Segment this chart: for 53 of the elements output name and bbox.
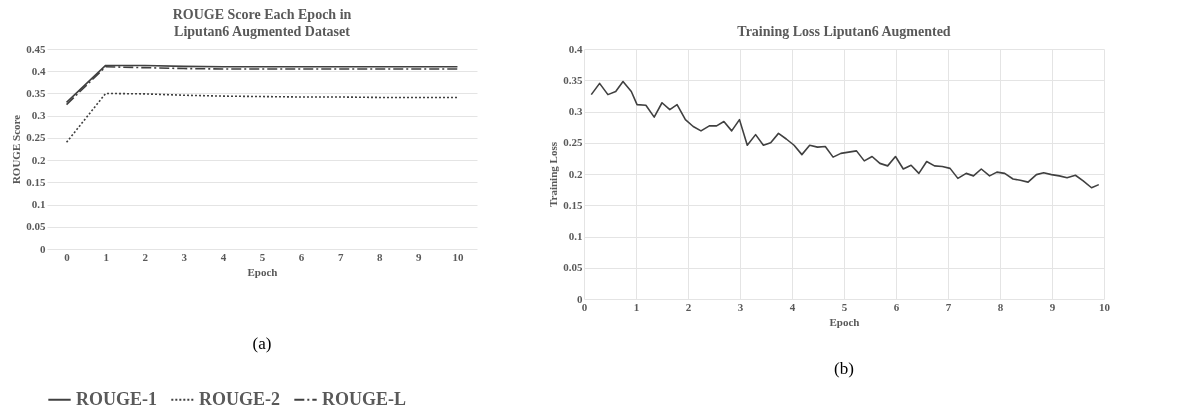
y-tick-label: 0.25 xyxy=(563,136,583,149)
x-tick-label: 7 xyxy=(945,300,952,313)
y-tick-label: 0.4 xyxy=(568,42,583,55)
x-tick-label: 10 xyxy=(1099,300,1111,313)
x-axis-title: Epoch xyxy=(247,265,278,278)
x-tick-label: 10 xyxy=(452,250,464,263)
x-tick-label: 4 xyxy=(789,300,796,313)
chart-title: ROUGE Score Each Epoch in Liputan6 Augmented Dataset xyxy=(172,7,352,39)
legend-label: ROUGE-2 xyxy=(199,388,280,409)
y-tick-label: 0.05 xyxy=(26,220,46,233)
x-tick-label: 3 xyxy=(737,300,744,313)
y-tick-label: 0.25 xyxy=(26,131,46,144)
y-tick-label: 0 xyxy=(577,292,583,305)
x-tick-label: 4 xyxy=(220,250,227,263)
x-tick-label: 2 xyxy=(685,300,692,313)
x-tick-label: 5 xyxy=(259,250,266,263)
y-tick-label: 0.35 xyxy=(563,73,583,86)
y-tick-label: 0.15 xyxy=(26,175,46,188)
y-tick-label: 0.15 xyxy=(563,198,583,211)
y-tick-label: 0.05 xyxy=(563,261,583,274)
y-tick-label: 0.4 xyxy=(31,64,46,77)
y-tick-label: 0.35 xyxy=(26,86,46,99)
x-tick-label: 9 xyxy=(1049,300,1056,313)
chart-title: Training Loss Liputan6 Augmented xyxy=(737,24,951,39)
y-tick-label: 0.3 xyxy=(568,105,583,117)
x-tick-label: 1 xyxy=(633,300,640,313)
y-tick-label: 0.2 xyxy=(568,167,583,180)
y-tick-label: 0.45 xyxy=(26,42,46,55)
x-tick-label: 5 xyxy=(841,300,848,313)
x-tick-label: 8 xyxy=(377,250,384,263)
y-tick-label: 0.3 xyxy=(31,109,46,122)
legend-label: ROUGE-L xyxy=(322,388,407,409)
x-tick-label: 6 xyxy=(893,300,900,313)
x-tick-label: 0 xyxy=(64,250,71,263)
x-tick-label: 3 xyxy=(181,250,188,263)
y-tick-label: 0 xyxy=(40,242,46,255)
text: (a) xyxy=(252,334,272,353)
x-tick-label: 8 xyxy=(997,300,1004,313)
line-series xyxy=(65,92,459,144)
y-tick-label: 0.2 xyxy=(31,153,46,166)
text: (b) xyxy=(834,359,854,378)
y-tick-label: 0.1 xyxy=(568,230,583,242)
x-tick-label: 9 xyxy=(416,250,423,263)
x-axis-title: Epoch xyxy=(829,315,860,328)
x-tick-label: 7 xyxy=(337,250,344,263)
x-tick-label: 6 xyxy=(298,250,305,263)
y-axis-title: ROUGE Score xyxy=(10,114,23,185)
legend-label: ROUGE-1 xyxy=(76,388,157,409)
x-tick-label: 1 xyxy=(103,250,109,263)
line-series xyxy=(590,80,1100,189)
x-tick-label: 2 xyxy=(142,250,149,263)
y-tick-label: 0.1 xyxy=(31,198,46,211)
y-axis-title: Training Loss xyxy=(547,141,560,207)
